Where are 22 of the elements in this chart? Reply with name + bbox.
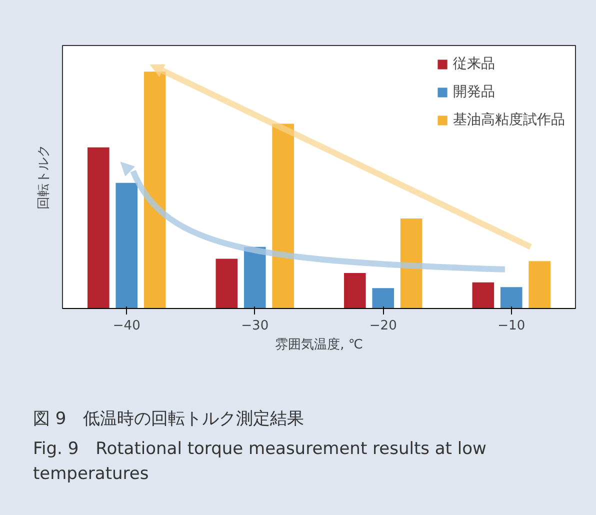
x-tick-label: −30 (241, 318, 269, 334)
bar (244, 246, 266, 308)
caption: Fig. 9 Rotational torque measurement results at low temperatures (33, 438, 488, 486)
bar (528, 261, 550, 308)
caption: 図 9 低温時の回転トルク測定結果 (33, 408, 306, 431)
x-tick-label: −10 (498, 318, 526, 334)
bar (500, 287, 522, 308)
x-tick-label: −40 (112, 318, 140, 334)
bar (344, 272, 366, 308)
bar (372, 288, 394, 308)
y-axis-title: 回転トルク (36, 144, 52, 210)
bar (472, 282, 494, 308)
bar (116, 182, 138, 308)
legend-label: 従来品 (453, 55, 495, 73)
bar (272, 124, 294, 308)
bar (216, 258, 238, 308)
legend-label: 基油高粘度試作品 (453, 111, 565, 129)
x-tick-label: −20 (369, 318, 397, 334)
bar (88, 147, 110, 308)
bar (400, 218, 422, 308)
legend-label: 開発品 (453, 83, 495, 101)
x-axis-title: 雰囲気温度, ℃ (275, 336, 363, 352)
